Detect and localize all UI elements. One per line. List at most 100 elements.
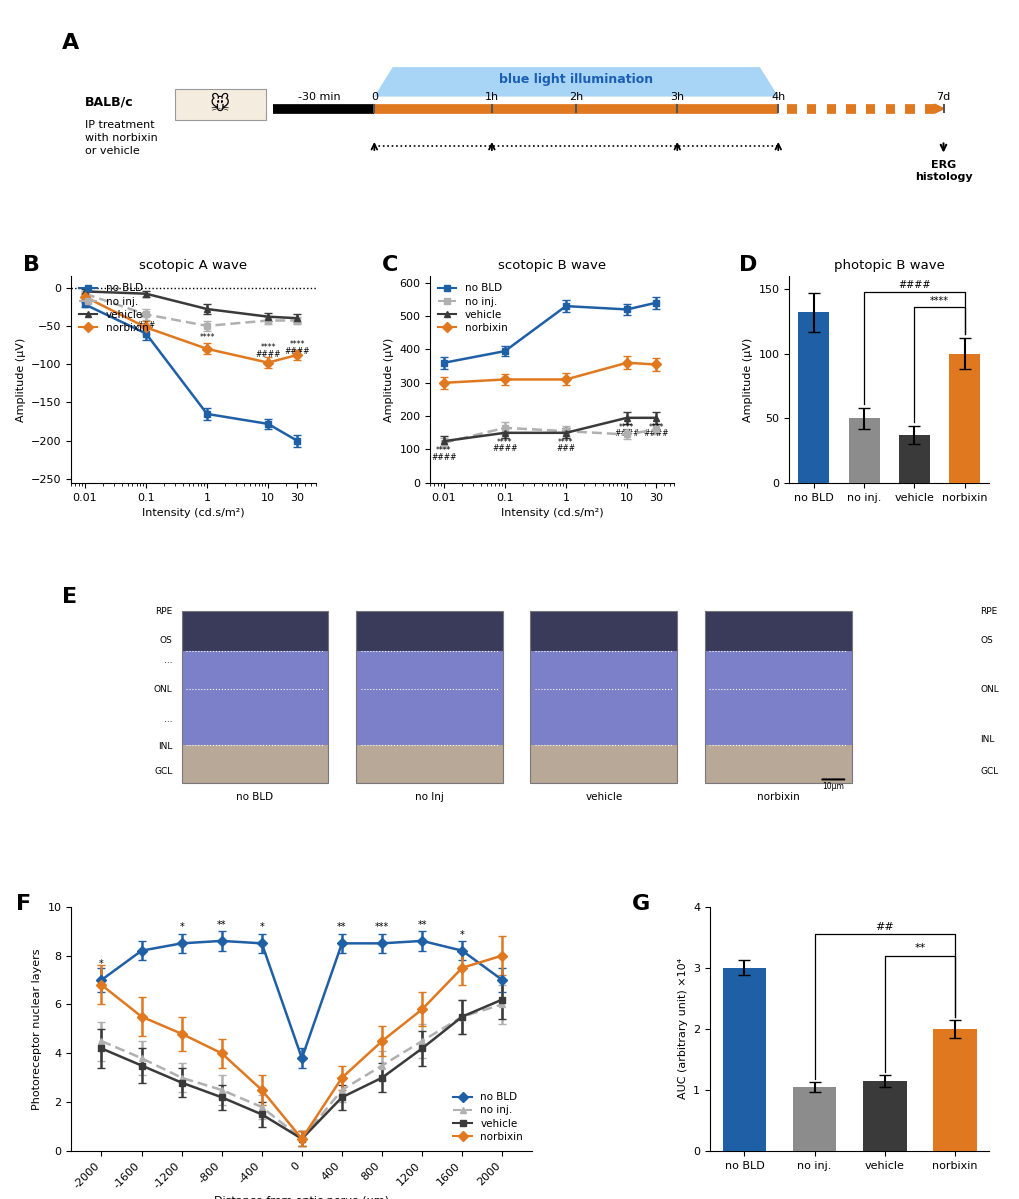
Text: C: C [381, 255, 397, 276]
Text: *: * [99, 959, 104, 969]
FancyBboxPatch shape [356, 651, 502, 746]
Legend: no BLD, no inj., vehicle, norbixin: no BLD, no inj., vehicle, norbixin [435, 282, 510, 335]
Text: OS: OS [160, 637, 172, 645]
FancyBboxPatch shape [181, 611, 328, 651]
Text: **: ** [913, 944, 924, 953]
Text: ****: **** [619, 423, 634, 432]
Text: ***: *** [375, 922, 389, 933]
Text: blue light illumination: blue light illumination [498, 73, 653, 86]
Text: 10µm: 10µm [821, 782, 844, 791]
FancyBboxPatch shape [356, 746, 502, 783]
Text: *: * [460, 929, 464, 940]
Bar [792, 1087, 836, 1151]
Text: B: B [22, 255, 40, 276]
Text: OS: OS [979, 637, 993, 645]
Bar [932, 1029, 976, 1151]
Legend: no BLD, no inj., vehicle, norbixin: no BLD, no inj., vehicle, norbixin [76, 282, 151, 335]
FancyBboxPatch shape [704, 746, 851, 783]
Text: ERG
histology: ERG histology [914, 159, 971, 182]
Text: G: G [631, 894, 649, 915]
Text: ###: ### [555, 445, 575, 453]
Bar [898, 435, 929, 483]
Text: **: ** [337, 922, 346, 933]
Text: A: A [62, 34, 79, 53]
Bar [798, 312, 828, 483]
Text: RPE: RPE [155, 607, 172, 615]
Text: GCL: GCL [979, 766, 998, 776]
Text: ####: #### [613, 429, 639, 439]
Text: *: * [179, 922, 183, 933]
Y-axis label: Photoreceptor nuclear layers: Photoreceptor nuclear layers [32, 948, 42, 1109]
Title: scotopic A wave: scotopic A wave [140, 259, 248, 272]
Text: ####: #### [255, 350, 280, 359]
Text: RPE: RPE [979, 607, 997, 615]
Text: D: D [739, 255, 757, 276]
Text: ####: #### [284, 347, 310, 356]
X-axis label: Intensity (cd.s/m²): Intensity (cd.s/m²) [142, 508, 245, 518]
Text: no BLD: no BLD [236, 793, 273, 802]
Bar [722, 968, 765, 1151]
Text: *: * [259, 922, 264, 933]
Text: ####: #### [898, 281, 929, 290]
FancyBboxPatch shape [356, 611, 502, 651]
Text: ****: **** [199, 333, 215, 342]
Y-axis label: Amplitude (µV): Amplitude (µV) [742, 337, 752, 422]
Y-axis label: Amplitude (µV): Amplitude (µV) [383, 337, 393, 422]
Bar [848, 418, 878, 483]
Text: INL: INL [979, 735, 994, 743]
Text: ****: **** [929, 296, 948, 306]
Text: ****: **** [496, 438, 513, 447]
Bar [862, 1080, 906, 1151]
FancyBboxPatch shape [704, 651, 851, 746]
Text: INL: INL [158, 742, 172, 751]
FancyBboxPatch shape [704, 611, 851, 651]
Text: ONL: ONL [979, 686, 998, 694]
Text: -30 min: -30 min [298, 92, 340, 102]
Title: scotopic B wave: scotopic B wave [498, 259, 606, 272]
Text: ****: **** [260, 343, 275, 353]
X-axis label: Distance from optic nerve (µm): Distance from optic nerve (µm) [214, 1197, 389, 1199]
Text: 2h: 2h [569, 92, 583, 102]
FancyBboxPatch shape [530, 746, 677, 783]
Text: ####: #### [491, 445, 517, 453]
Text: ****: **** [289, 341, 305, 349]
Text: **: ** [417, 920, 427, 930]
Text: 4h: 4h [770, 92, 785, 102]
Text: norbixin: norbixin [756, 793, 799, 802]
Text: ####: #### [643, 429, 668, 439]
FancyBboxPatch shape [175, 89, 266, 120]
FancyBboxPatch shape [530, 611, 677, 651]
Text: .: . [206, 339, 208, 348]
FancyBboxPatch shape [530, 651, 677, 746]
Text: 🐭: 🐭 [210, 95, 230, 114]
Y-axis label: Amplitude (µV): Amplitude (µV) [15, 337, 25, 422]
Text: ##: ## [874, 922, 894, 932]
Text: 3h: 3h [669, 92, 684, 102]
Polygon shape [374, 67, 777, 97]
Text: GCL: GCL [154, 766, 172, 776]
Text: ****: **** [436, 446, 451, 456]
Text: 1h: 1h [484, 92, 498, 102]
Title: photopic B wave: photopic B wave [834, 259, 944, 272]
Text: vehicle: vehicle [585, 793, 622, 802]
FancyBboxPatch shape [181, 746, 328, 783]
Legend: no BLD, no inj., vehicle, norbixin: no BLD, no inj., vehicle, norbixin [448, 1089, 527, 1146]
Text: IP treatment
with norbixin
or vehicle: IP treatment with norbixin or vehicle [86, 120, 158, 156]
Text: ####: #### [431, 453, 457, 462]
Bar [949, 354, 979, 483]
Text: no Inj: no Inj [415, 793, 443, 802]
Text: ****: **** [557, 438, 573, 447]
Text: F: F [16, 894, 32, 915]
Text: BALB/c: BALB/c [86, 95, 133, 108]
Text: ****: **** [648, 423, 663, 432]
Text: ...: ... [164, 715, 172, 724]
Y-axis label: AUC (arbitrary unit) ×10⁴: AUC (arbitrary unit) ×10⁴ [677, 958, 687, 1099]
FancyBboxPatch shape [181, 651, 328, 746]
Text: ONL: ONL [154, 686, 172, 694]
Text: **: ** [217, 920, 226, 930]
Text: 7d: 7d [935, 92, 950, 102]
Text: ###: ### [137, 320, 155, 330]
Text: ...: ... [164, 656, 172, 664]
X-axis label: Intensity (cd.s/m²): Intensity (cd.s/m²) [500, 508, 603, 518]
Text: 0: 0 [371, 92, 377, 102]
